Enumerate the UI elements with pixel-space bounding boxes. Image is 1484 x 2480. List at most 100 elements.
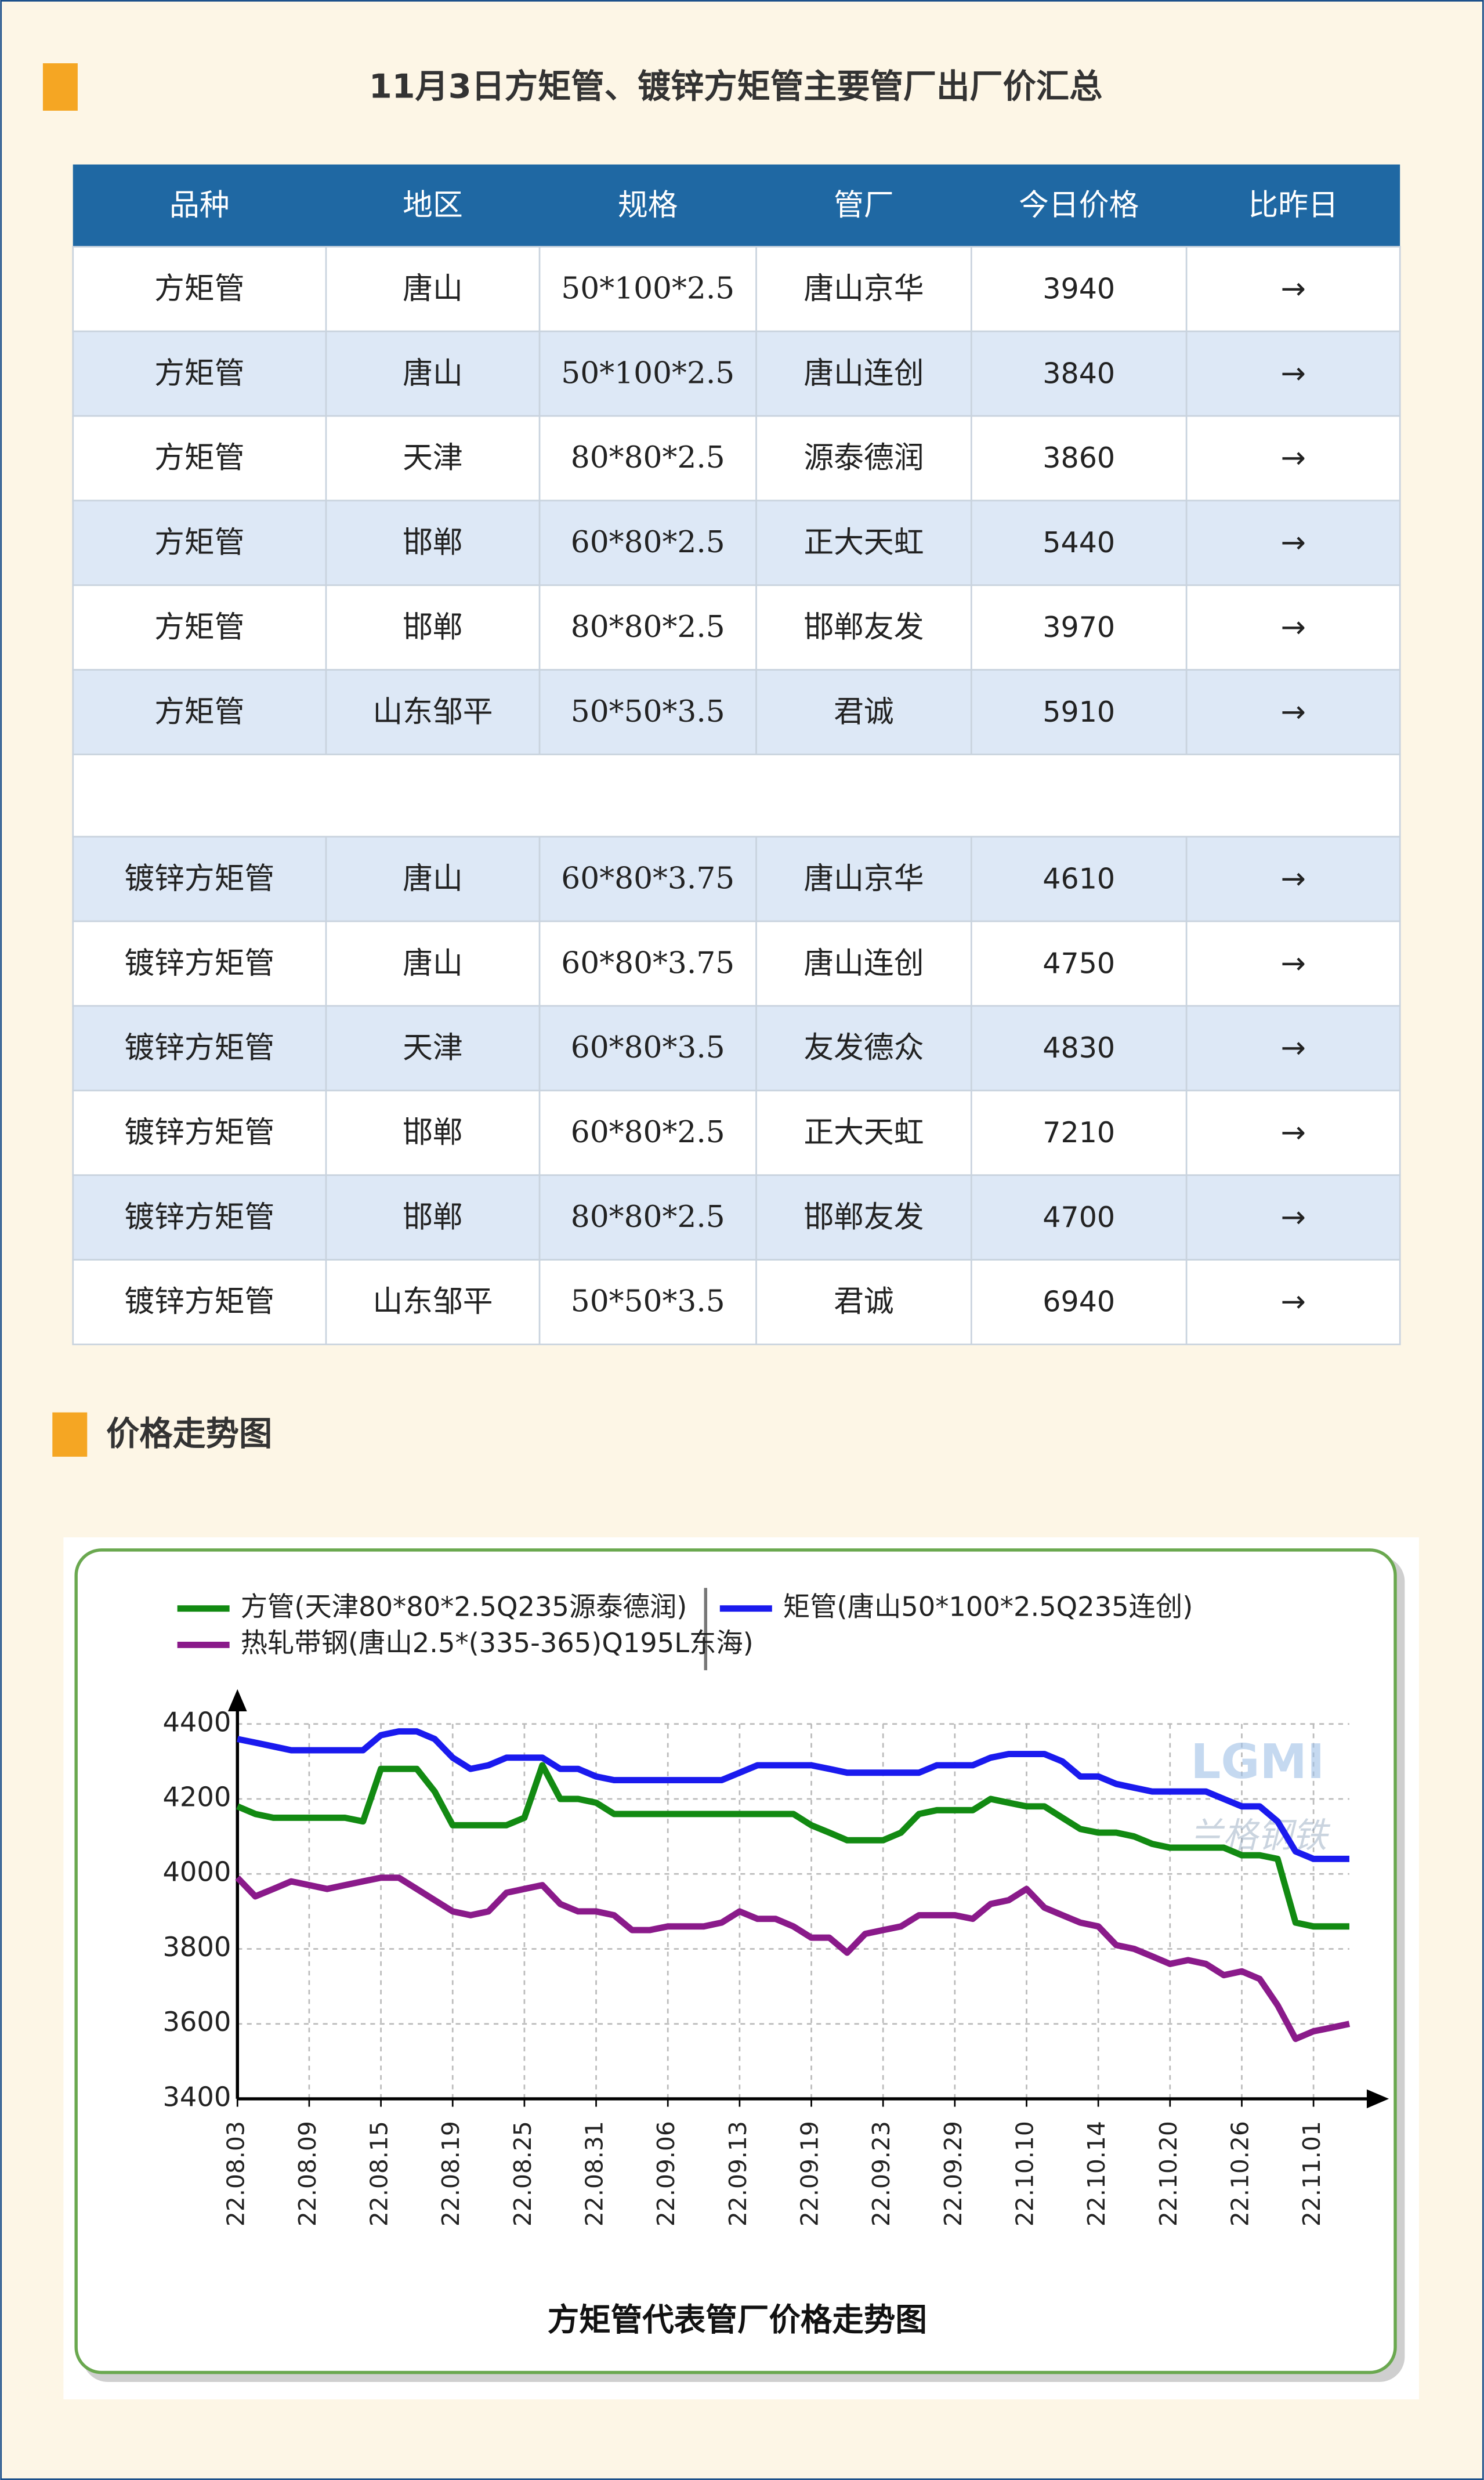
table-cell: 天津 bbox=[403, 441, 463, 476]
series-line bbox=[237, 1728, 1349, 1862]
y-tick-label: 3600 bbox=[162, 2006, 231, 2037]
table-cell: 镀锌方矩管 bbox=[124, 1200, 274, 1234]
y-tick-label: 4400 bbox=[162, 1706, 231, 1737]
table-cell: 4610 bbox=[1043, 861, 1115, 895]
table-cell: 友发德众 bbox=[803, 1031, 924, 1066]
table-cell: 唐山京华 bbox=[803, 271, 924, 306]
x-tick-label: 22.10.26 bbox=[1226, 2121, 1254, 2226]
table-cell: 君诚 bbox=[834, 1284, 894, 1319]
table-row bbox=[72, 1089, 1401, 1176]
table-cell: → bbox=[1280, 1200, 1305, 1234]
y-tick-label: 3400 bbox=[162, 2081, 231, 2112]
table-cell: 3860 bbox=[1043, 441, 1115, 475]
table-cell: 镀锌方矩管 bbox=[124, 946, 274, 981]
table-cell: 邯郸友发 bbox=[803, 610, 924, 645]
column-header: 管厂 bbox=[834, 188, 894, 223]
legend-label: 矩管(唐山50*100*2.5Q235连创) bbox=[783, 1591, 1193, 1622]
table-cell: → bbox=[1280, 861, 1305, 896]
table-cell: 3970 bbox=[1043, 610, 1115, 644]
table-cell: 山东邹平 bbox=[372, 694, 493, 729]
table-cell: 方矩管 bbox=[154, 356, 244, 391]
column-header: 规格 bbox=[618, 188, 678, 223]
table-cell: 6940 bbox=[1043, 1285, 1115, 1319]
table-row bbox=[72, 669, 1401, 755]
table-row bbox=[72, 245, 1401, 332]
table-cell: 邯郸友发 bbox=[803, 1200, 924, 1234]
table-cell: → bbox=[1280, 694, 1305, 729]
table-cell: 邯郸 bbox=[403, 526, 463, 560]
series-line bbox=[235, 1874, 1351, 2043]
table-cell: 山东邹平 bbox=[372, 1284, 493, 1319]
table-cell: 60*80*2.5 bbox=[571, 525, 725, 560]
table-cell: 唐山京华 bbox=[803, 861, 924, 896]
table-cell: → bbox=[1280, 356, 1305, 391]
x-tick-label: 22.08.09 bbox=[294, 2121, 321, 2226]
table-cell: → bbox=[1280, 526, 1305, 560]
table-cell: 4700 bbox=[1043, 1200, 1115, 1234]
table-cell: 60*80*3.75 bbox=[561, 946, 734, 980]
x-tick-label: 22.09.23 bbox=[867, 2121, 895, 2226]
x-tick-label: 22.08.15 bbox=[365, 2121, 393, 2226]
table-cell: 60*80*3.75 bbox=[561, 861, 734, 896]
x-tick-label: 22.10.20 bbox=[1154, 2121, 1182, 2226]
table-cell: 源泰德润 bbox=[803, 441, 924, 476]
spacer-row bbox=[72, 754, 1401, 838]
table-cell: 正大天虹 bbox=[803, 526, 924, 560]
table-cell: 4750 bbox=[1043, 946, 1115, 980]
x-tick-label: 22.10.14 bbox=[1083, 2121, 1110, 2226]
table-cell: 50*100*2.5 bbox=[561, 271, 734, 306]
legend-label: 热轧带钢(唐山2.5*(335-365)Q195L东海) bbox=[241, 1627, 754, 1659]
table-cell: 唐山 bbox=[403, 861, 463, 896]
x-tick-label: 22.08.03 bbox=[222, 2121, 249, 2226]
series-line bbox=[236, 1762, 1349, 1930]
table-cell: → bbox=[1280, 271, 1305, 306]
table-row bbox=[72, 1005, 1401, 1092]
table-cell: 君诚 bbox=[834, 694, 894, 729]
x-tick-label: 22.08.19 bbox=[437, 2121, 465, 2226]
table-row bbox=[72, 1174, 1401, 1261]
table-cell: → bbox=[1280, 946, 1305, 981]
table-cell: 唐山 bbox=[403, 946, 463, 981]
section-title: 价格走势图 bbox=[106, 1414, 272, 1453]
y-tick-label: 3800 bbox=[162, 1931, 231, 1963]
table-cell: 唐山连创 bbox=[803, 356, 924, 391]
table-cell: 邯郸 bbox=[403, 1200, 463, 1234]
y-tick-label: 4000 bbox=[162, 1856, 231, 1888]
table-row bbox=[72, 330, 1401, 417]
table-cell: 唐山 bbox=[403, 356, 463, 391]
table-cell: 5440 bbox=[1043, 526, 1115, 559]
table-cell: 80*80*2.5 bbox=[571, 1200, 725, 1234]
table-cell: 80*80*2.5 bbox=[571, 440, 725, 475]
table-cell: 唐山 bbox=[403, 271, 463, 306]
legend-label: 方管(天津80*80*2.5Q235源泰德润) bbox=[241, 1591, 687, 1622]
table-cell: 方矩管 bbox=[154, 526, 244, 560]
table-cell: 邯郸 bbox=[403, 610, 463, 645]
table-row bbox=[72, 415, 1401, 502]
table-cell: 50*100*2.5 bbox=[561, 356, 734, 390]
table-cell: 3840 bbox=[1043, 356, 1115, 390]
page-title: 11月3日方矩管、镀锌方矩管主要管厂出厂价汇总 bbox=[369, 67, 1103, 106]
table-row bbox=[72, 835, 1401, 922]
x-tick-label: 22.09.29 bbox=[939, 2121, 967, 2226]
table-cell: 3940 bbox=[1043, 271, 1115, 305]
x-tick-label: 22.09.19 bbox=[796, 2121, 824, 2226]
table-cell: 80*80*2.5 bbox=[571, 610, 725, 645]
x-tick-label: 22.10.10 bbox=[1011, 2121, 1038, 2226]
x-tick-label: 22.09.13 bbox=[724, 2121, 752, 2226]
x-tick-label: 22.11.01 bbox=[1298, 2121, 1326, 2226]
table-cell: 4830 bbox=[1043, 1031, 1115, 1065]
table-cell: 唐山连创 bbox=[803, 946, 924, 981]
table-cell: → bbox=[1280, 610, 1305, 645]
table-cell: 60*80*2.5 bbox=[571, 1115, 725, 1150]
x-tick-label: 22.08.25 bbox=[509, 2121, 537, 2226]
table-cell: 镀锌方矩管 bbox=[124, 861, 274, 896]
column-header: 地区 bbox=[403, 188, 463, 223]
table-cell: → bbox=[1280, 1284, 1305, 1319]
table-cell: 方矩管 bbox=[154, 694, 244, 729]
y-tick-label: 4200 bbox=[162, 1782, 231, 1813]
table-row bbox=[72, 584, 1401, 671]
table-cell: 邯郸 bbox=[403, 1116, 463, 1150]
column-header: 比昨日 bbox=[1248, 188, 1338, 223]
